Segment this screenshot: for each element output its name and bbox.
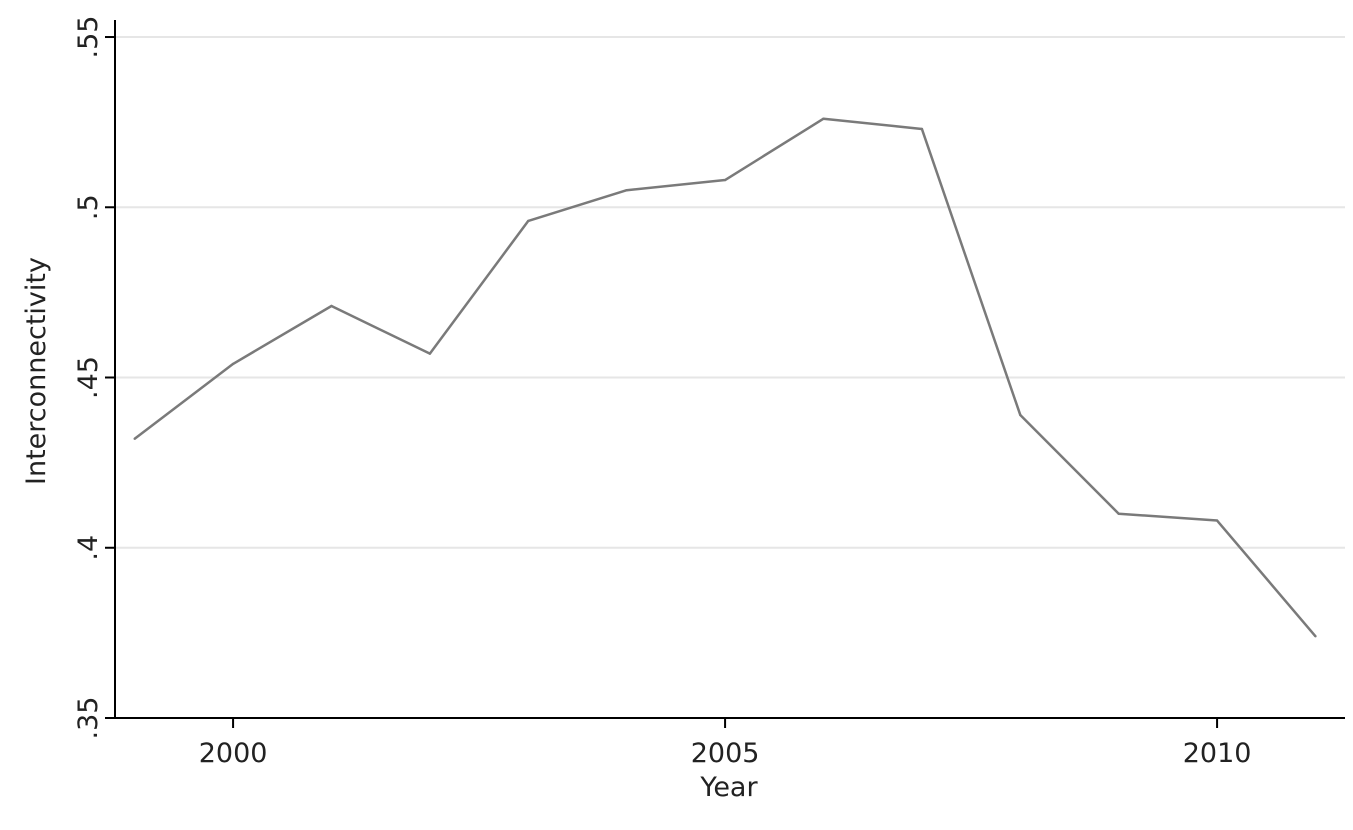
y-axis-title: Interconnectivity bbox=[21, 257, 52, 485]
data-point-2010 bbox=[1215, 519, 1219, 522]
y-tick-label-1: .4 bbox=[73, 535, 104, 561]
y-tick-label-4: .55 bbox=[73, 16, 104, 59]
x-tick-label-1: 2005 bbox=[691, 738, 760, 769]
y-tick-label-3: .5 bbox=[73, 194, 104, 220]
data-point-2007 bbox=[920, 127, 924, 131]
ticks: .35 .4 .45 .5 .55 2000 2005 2010 bbox=[73, 16, 1251, 769]
x-tick-label-0: 2000 bbox=[199, 738, 268, 769]
data-point-2003 bbox=[527, 219, 530, 223]
data-point-2000 bbox=[231, 362, 235, 366]
data-point-1999 bbox=[133, 437, 136, 440]
x-tick-label-2: 2010 bbox=[1183, 738, 1252, 769]
y-tick-label-0: .35 bbox=[73, 697, 104, 740]
axes bbox=[114, 20, 1345, 719]
x-axis-title: Year bbox=[699, 772, 758, 803]
data-point-2004 bbox=[625, 189, 628, 192]
data-point-2005 bbox=[723, 178, 727, 182]
data-point-2001 bbox=[330, 304, 333, 308]
data-point-2008 bbox=[1019, 413, 1022, 417]
data-point-2009 bbox=[1117, 512, 1120, 515]
data-point-2011 bbox=[1314, 635, 1317, 638]
data-point-2006 bbox=[822, 117, 825, 120]
series-layer bbox=[133, 117, 1317, 638]
data-point-2002 bbox=[428, 352, 432, 355]
y-tick-label-2: .45 bbox=[73, 356, 104, 399]
gridlines bbox=[115, 36, 1345, 719]
